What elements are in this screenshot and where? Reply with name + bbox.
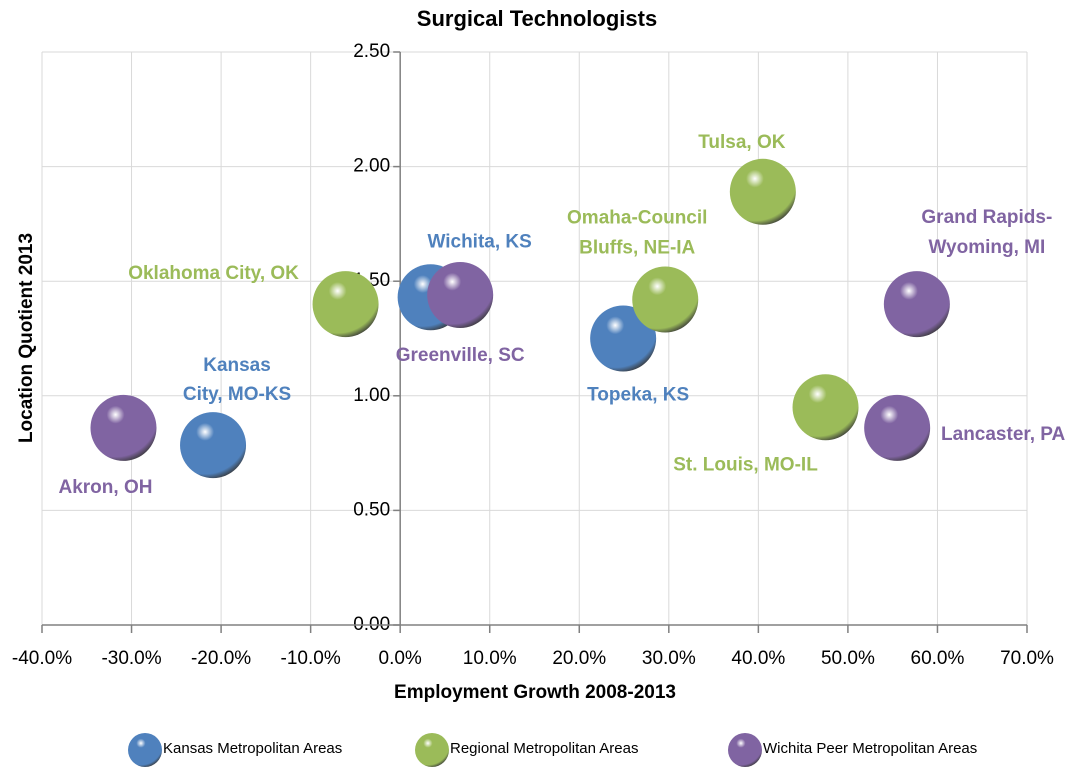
legend-marker xyxy=(415,733,449,767)
x-tick-label: 0.0% xyxy=(379,648,422,669)
y-tick-label: 1.00 xyxy=(353,385,390,406)
y-axis-title: Location Quotient 2013 xyxy=(16,233,37,443)
x-tick-label: -10.0% xyxy=(281,648,341,669)
x-tick-label: -30.0% xyxy=(101,648,161,669)
point-label: Oklahoma City, OK xyxy=(128,263,299,284)
legend-label: Regional Metropolitan Areas xyxy=(450,740,638,757)
point-label: Lancaster, PA xyxy=(941,424,1066,445)
bubble xyxy=(792,374,859,441)
bubble xyxy=(90,394,157,461)
x-tick-label: 30.0% xyxy=(642,648,696,669)
y-tick-label: 0.50 xyxy=(353,499,390,520)
y-tick-label: 2.50 xyxy=(353,41,390,62)
point-label: Akron, OH xyxy=(59,477,153,498)
bubble xyxy=(180,412,247,479)
point-label: Omaha-Council xyxy=(567,208,707,229)
x-tick-label: -20.0% xyxy=(191,648,251,669)
point-label: Tulsa, OK xyxy=(698,132,786,153)
point-label: Bluffs, NE-IA xyxy=(579,238,695,259)
x-tick-label: 40.0% xyxy=(731,648,785,669)
bubble xyxy=(864,394,931,461)
point-label: Grand Rapids- xyxy=(921,207,1052,228)
legend-marker xyxy=(128,733,162,767)
bubble xyxy=(883,271,950,338)
x-tick-label: 70.0% xyxy=(1000,648,1054,669)
point-label: St. Louis, MO-IL xyxy=(673,454,818,475)
legend-label: Kansas Metropolitan Areas xyxy=(163,740,342,757)
point-label: City, MO-KS xyxy=(183,384,291,405)
bubble xyxy=(590,305,657,372)
x-tick-label: -40.0% xyxy=(12,648,72,669)
point-label: Wyoming, MI xyxy=(928,237,1045,258)
bubble xyxy=(632,266,699,333)
point-label: Topeka, KS xyxy=(587,385,689,406)
point-label: Kansas xyxy=(203,355,271,376)
bubble xyxy=(312,271,379,338)
legend-label: Wichita Peer Metropolitan Areas xyxy=(763,740,977,757)
x-tick-label: 60.0% xyxy=(911,648,965,669)
x-tick-label: 10.0% xyxy=(463,648,517,669)
x-tick-label: 50.0% xyxy=(821,648,875,669)
point-label: Wichita, KS xyxy=(427,231,531,252)
bubble xyxy=(427,261,494,328)
x-axis-title: Employment Growth 2008-2013 xyxy=(394,682,676,703)
bubble xyxy=(729,158,796,225)
chart-title: Surgical Technologists xyxy=(417,6,657,31)
x-tick-label: 20.0% xyxy=(552,648,606,669)
y-tick-label: 2.00 xyxy=(353,156,390,177)
legend-marker xyxy=(728,733,762,767)
point-label: Greenville, SC xyxy=(396,345,525,366)
